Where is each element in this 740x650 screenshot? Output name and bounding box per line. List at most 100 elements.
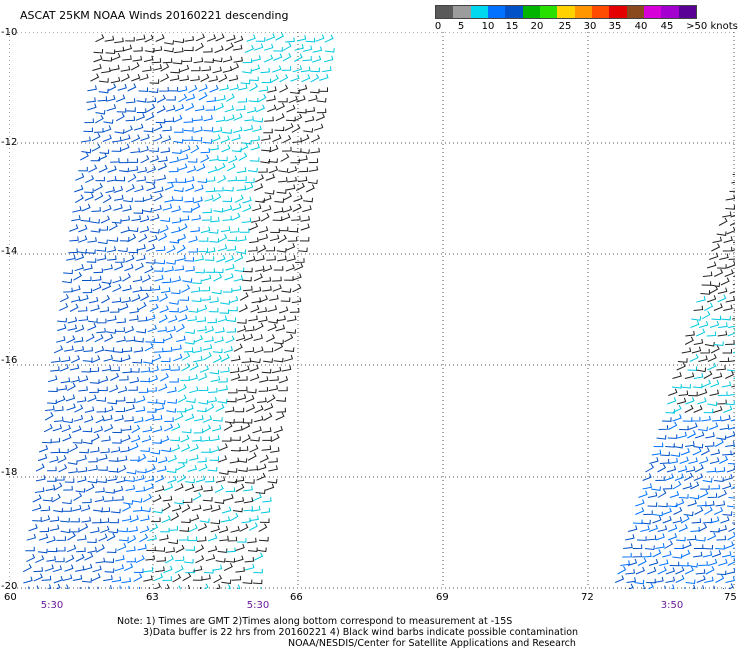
wind-barb <box>308 158 319 164</box>
wind-barb <box>657 502 668 508</box>
wind-barb <box>267 478 278 484</box>
wind-barb <box>723 474 733 481</box>
wind-barb <box>189 454 199 461</box>
wind-barb <box>726 465 735 473</box>
wind-barb <box>110 157 120 163</box>
wind-barb <box>672 480 682 490</box>
wind-barb <box>265 334 275 343</box>
wind-barb <box>254 322 264 331</box>
wind-barb <box>685 579 696 585</box>
wind-barb <box>166 408 177 413</box>
wind-barb <box>651 449 662 456</box>
wind-barb <box>97 478 107 483</box>
wind-barb <box>665 409 676 414</box>
wind-barb <box>173 128 184 133</box>
wind-barb <box>152 494 162 503</box>
colorbar-segment <box>522 6 540 18</box>
wind-barb <box>91 355 101 364</box>
wind-barb <box>164 555 174 564</box>
wind-barb <box>125 116 136 122</box>
wind-barb <box>105 49 116 55</box>
wind-barb <box>149 79 160 84</box>
wind-barb <box>236 538 247 543</box>
wind-barb <box>722 211 732 218</box>
wind-barb <box>100 507 111 513</box>
wind-barb <box>273 53 283 61</box>
wind-barb <box>717 330 728 337</box>
wind-barb <box>702 585 705 589</box>
wind-barb <box>111 147 122 152</box>
wind-barb <box>160 73 170 83</box>
wind-barb <box>706 331 717 337</box>
wind-barb <box>647 582 654 589</box>
wind-barb <box>310 67 320 73</box>
wind-barb <box>33 573 43 582</box>
wind-barb <box>70 517 80 523</box>
wind-barb <box>653 442 664 448</box>
wind-barb <box>267 104 277 113</box>
wind-barb <box>664 585 666 589</box>
wind-barb <box>260 213 270 222</box>
wind-barb <box>625 534 635 541</box>
wind-barb <box>714 438 724 447</box>
wind-barb <box>146 408 157 413</box>
wind-barb <box>120 446 130 453</box>
wind-barb <box>286 254 296 262</box>
wind-barb <box>159 305 169 313</box>
note-line-3: NOAA/NESDIS/Center for Satellite Applica… <box>288 638 576 649</box>
wind-barb <box>205 403 215 412</box>
wind-barb <box>228 74 239 82</box>
wind-barb <box>730 214 735 218</box>
wind-barb <box>67 324 78 331</box>
wind-barb <box>247 167 258 173</box>
wind-barb <box>139 533 149 543</box>
wind-barb <box>226 397 237 403</box>
wind-barb <box>173 114 183 123</box>
wind-barb <box>168 300 179 305</box>
wind-barb <box>111 219 122 224</box>
wind-barb <box>145 112 155 121</box>
wind-barb <box>301 74 311 83</box>
wind-barb <box>222 55 233 63</box>
wind-barb <box>270 228 280 234</box>
wind-barb <box>181 145 191 153</box>
wind-barb <box>68 248 78 254</box>
wind-barb <box>213 574 223 584</box>
wind-barb <box>722 482 732 490</box>
wind-barb <box>209 155 219 161</box>
wind-barb <box>646 535 657 541</box>
wind-barb <box>168 87 179 92</box>
wind-barb <box>293 113 303 122</box>
wind-barb <box>162 495 173 502</box>
wind-barb <box>218 156 228 162</box>
wind-barb <box>215 327 225 334</box>
wind-barb <box>254 174 264 183</box>
wind-barb <box>681 347 692 354</box>
wind-barb <box>203 569 214 574</box>
wind-barb <box>209 297 219 303</box>
wind-barb <box>704 506 713 515</box>
wind-barb <box>193 115 203 122</box>
wind-barb <box>725 441 735 447</box>
wind-barb <box>265 173 275 181</box>
wind-barb <box>692 447 702 456</box>
wind-barb <box>160 357 171 363</box>
wind-barb <box>78 386 88 392</box>
wind-barb <box>153 192 163 202</box>
wind-barb <box>302 55 312 62</box>
wind-barb <box>171 226 181 234</box>
wind-barb <box>655 543 665 549</box>
wind-barb <box>324 48 335 53</box>
wind-barb <box>102 57 113 62</box>
wind-barb <box>138 233 148 243</box>
wind-barb <box>35 555 45 564</box>
wind-barb <box>693 305 704 311</box>
wind-barb <box>278 306 289 314</box>
wind-barb <box>253 568 263 574</box>
wind-barb <box>59 363 69 372</box>
wind-barb <box>192 576 203 581</box>
wind-barb <box>654 576 664 583</box>
wind-barb <box>131 74 141 82</box>
wind-barb <box>222 66 233 73</box>
wind-barb <box>142 207 153 213</box>
